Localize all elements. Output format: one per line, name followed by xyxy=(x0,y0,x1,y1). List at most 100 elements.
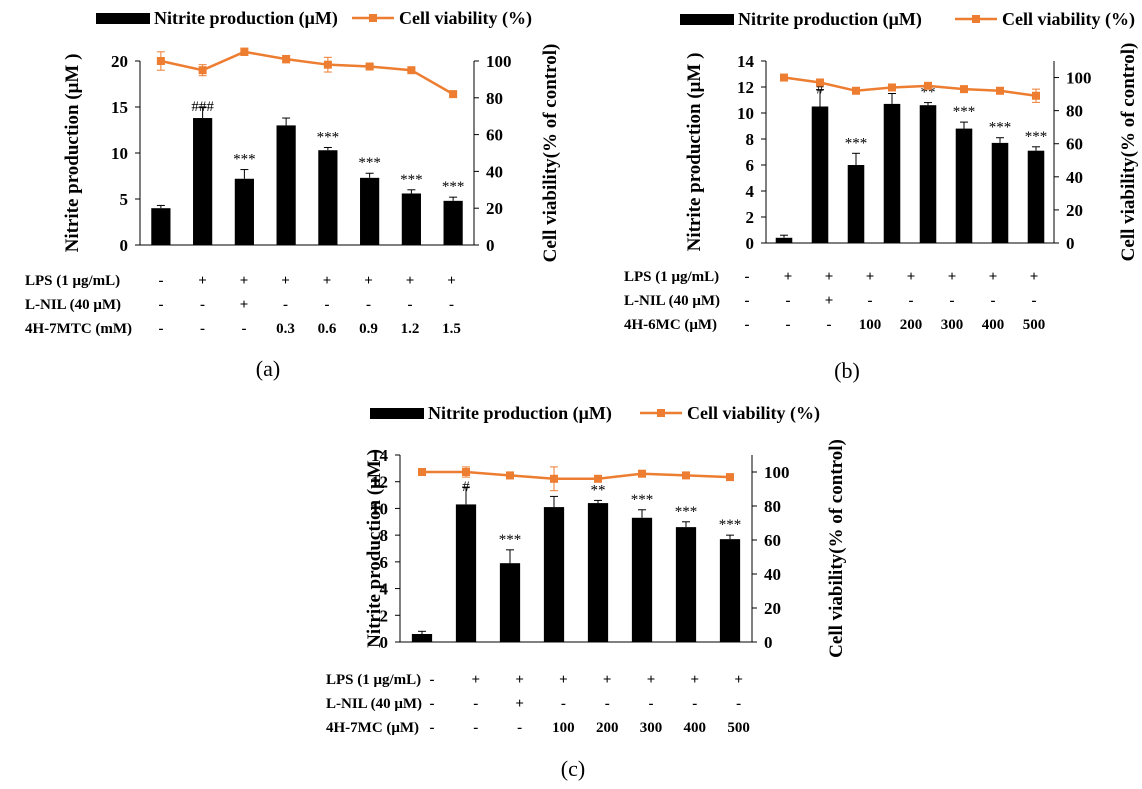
condition-row-label: 4H-6MC (μM) xyxy=(624,317,717,333)
condition-value: - xyxy=(827,317,832,333)
bar xyxy=(847,165,865,243)
viability-point xyxy=(888,83,896,92)
significance-label: # xyxy=(816,82,824,98)
condition-value: - xyxy=(200,297,205,313)
viability-point xyxy=(1032,91,1040,100)
significance-label: ** xyxy=(591,482,606,498)
condition-value: + xyxy=(240,273,249,289)
y2-tick-label: 40 xyxy=(486,162,503,181)
condition-row-label: LPS (1 μg/mL) xyxy=(25,273,120,289)
bar xyxy=(631,517,653,642)
legend-line-label: Cell viability (%) xyxy=(1002,9,1135,30)
condition-value: - xyxy=(736,696,741,712)
significance-label: # xyxy=(462,479,470,495)
bar xyxy=(443,200,463,245)
bar xyxy=(811,106,829,243)
y-tick-label: 10 xyxy=(371,499,388,518)
condition-value: 100 xyxy=(552,720,575,736)
viability-point xyxy=(816,78,824,87)
bar xyxy=(719,539,741,642)
condition-value: - xyxy=(1032,293,1037,309)
bar xyxy=(411,633,433,642)
panel-label: (c) xyxy=(561,756,585,781)
panel-label: (b) xyxy=(834,358,860,383)
viability-point xyxy=(462,468,470,476)
significance-label: *** xyxy=(442,179,465,195)
bar xyxy=(883,103,901,244)
condition-value: 1.5 xyxy=(442,321,461,337)
condition-row-label: L-NIL (40 μM) xyxy=(326,696,422,712)
legend-bar-label: Nitrite production (μM) xyxy=(154,8,338,29)
condition-value: - xyxy=(692,696,697,712)
condition-row-label: L-NIL (40 μM) xyxy=(624,293,720,309)
condition-value: + xyxy=(989,269,998,285)
significance-label: *** xyxy=(675,504,698,520)
y-tick-label: 5 xyxy=(120,190,129,209)
condition-value: + xyxy=(240,297,249,313)
condition-value: - xyxy=(366,297,371,313)
bar xyxy=(919,105,937,243)
significance-label: *** xyxy=(845,135,868,151)
y-tick-label: 0 xyxy=(746,234,755,253)
viability-point xyxy=(726,473,734,482)
legend-bar-swatch xyxy=(370,408,424,419)
bar xyxy=(775,237,793,243)
y-tick-label: 12 xyxy=(371,473,388,492)
y-axis-title: Nitrite production (μM ) xyxy=(62,54,83,253)
condition-value: - xyxy=(408,297,413,313)
condition-value: + xyxy=(1030,269,1039,285)
condition-value: 300 xyxy=(941,317,964,333)
panel-a: Nitrite production (μM) Cell viability (%… xyxy=(25,8,561,381)
y2-tick-label: 80 xyxy=(764,497,781,516)
legend-line-marker xyxy=(972,15,980,23)
viability-line xyxy=(422,470,731,481)
condition-value: + xyxy=(691,672,700,688)
condition-value: - xyxy=(473,720,478,736)
condition-value: 200 xyxy=(596,720,619,736)
viability-point xyxy=(960,85,968,94)
bar xyxy=(455,504,477,642)
y2-tick-label: 60 xyxy=(1066,135,1083,154)
condition-value: - xyxy=(449,297,454,313)
y-tick-label: 0 xyxy=(380,633,389,652)
condition-value: - xyxy=(283,297,288,313)
y2-tick-label: 20 xyxy=(486,199,503,218)
y-tick-label: 12 xyxy=(737,78,754,97)
condition-row-label: 4H-7MC (μM) xyxy=(326,720,419,736)
significance-label: *** xyxy=(499,532,522,548)
legend-line-label: Cell viability (%) xyxy=(687,403,820,424)
y-tick-label: 2 xyxy=(380,606,389,625)
condition-value: - xyxy=(242,321,247,337)
viability-point xyxy=(594,474,602,483)
significance-label: *** xyxy=(400,172,423,188)
legend-bar-swatch xyxy=(96,13,150,24)
condition-value: + xyxy=(907,269,916,285)
condition-value: - xyxy=(159,273,164,289)
y2-tick-label: 40 xyxy=(764,565,781,584)
viability-point xyxy=(852,86,860,95)
condition-value: + xyxy=(825,269,834,285)
legend: Nitrite production (μM) Cell viability (%… xyxy=(96,8,532,29)
bar xyxy=(401,193,421,245)
bar xyxy=(543,507,565,642)
condition-value: - xyxy=(517,720,522,736)
y2-tick-label: 100 xyxy=(764,463,790,482)
condition-value: - xyxy=(430,720,435,736)
y2-axis-title: Cell viability(% of control) xyxy=(826,439,847,658)
panel-b: Nitrite production (μM) Cell viability (%… xyxy=(624,9,1139,383)
y2-tick-label: 20 xyxy=(764,599,781,618)
y-tick-label: 0 xyxy=(120,236,129,255)
condition-row-label: L-NIL (40 μM) xyxy=(25,297,121,313)
bar xyxy=(1027,150,1045,243)
condition-value: 0.3 xyxy=(276,321,295,337)
condition-value: - xyxy=(159,297,164,313)
condition-value: 500 xyxy=(1023,317,1046,333)
panel-label: (a) xyxy=(256,356,280,381)
bar xyxy=(587,503,609,642)
y-tick-label: 14 xyxy=(737,52,755,71)
significance-label: *** xyxy=(233,152,256,168)
bar xyxy=(151,208,171,245)
y-tick-label: 4 xyxy=(380,580,389,599)
bar xyxy=(955,128,973,243)
significance-label: *** xyxy=(719,517,742,533)
